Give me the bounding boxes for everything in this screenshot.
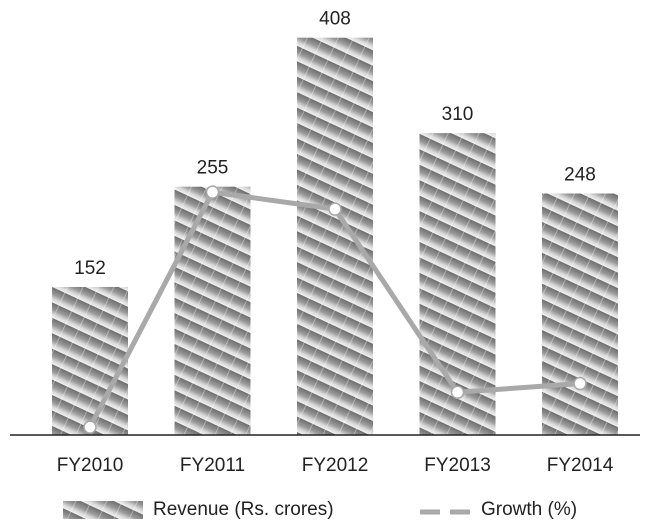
growth-point [450,385,465,400]
data-label: 255 [197,158,229,179]
legend-label: Growth (%) [481,499,577,520]
x-tick-label: FY2011 [180,455,245,476]
x-tick-label: FY2013 [424,455,491,476]
legend-label: Revenue (Rs. crores) [153,499,334,520]
growth-point [83,420,97,434]
data-label: 408 [319,9,351,30]
data-label: 152 [74,258,106,279]
bar [52,286,128,435]
growth-point [328,202,342,216]
growth-point [573,376,587,391]
bar [297,37,373,435]
legend-swatch [63,501,143,519]
x-tick-label: FY2010 [57,455,124,476]
bar [419,133,496,435]
bar [174,186,251,435]
data-label: 248 [564,165,596,186]
x-tick-label: FY2012 [302,455,369,476]
x-tick-label: FY2014 [547,455,614,476]
growth-point [205,185,220,199]
data-label: 310 [442,104,474,125]
bar [542,193,618,435]
